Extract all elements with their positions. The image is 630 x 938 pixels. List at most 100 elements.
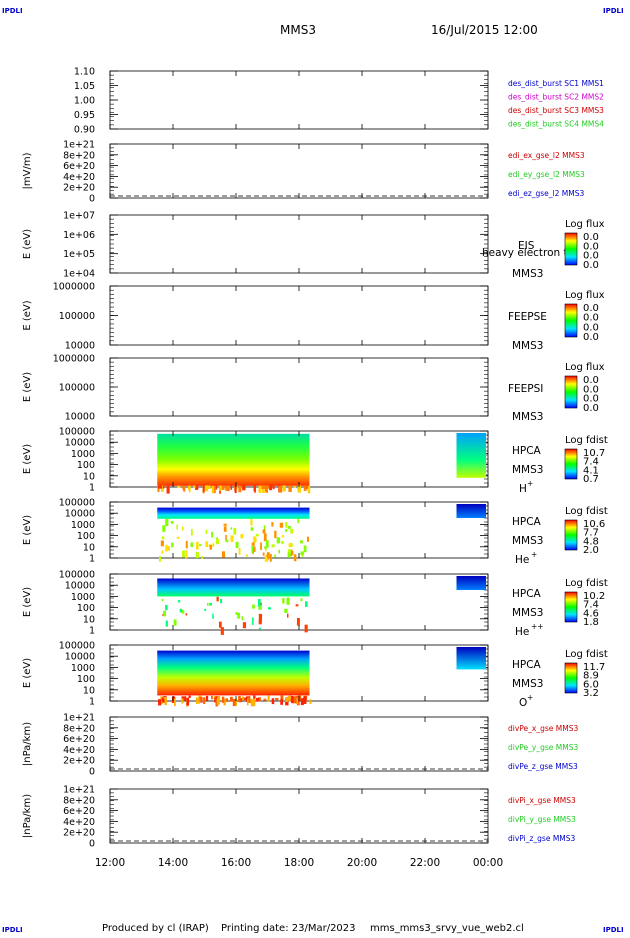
y-tick-label: 10: [83, 685, 95, 696]
spectrogram-speckle: [161, 599, 164, 602]
y-tick-label: 2e+20: [63, 756, 95, 767]
spectrogram-speckle: [218, 621, 222, 628]
y-tick-label: 10000: [65, 341, 95, 352]
x-tick-label: 00:00: [473, 857, 503, 869]
spectrogram-speckle: [286, 597, 290, 605]
spectrogram-speckle: [303, 545, 307, 553]
legend-entry: edi_ez_gse_l2 MMS3: [508, 189, 584, 198]
y-axis-label: |nPa/km): [22, 722, 33, 766]
spectrogram-speckle: [165, 620, 168, 627]
spectrogram-speckle: [204, 608, 207, 611]
spectrogram-speckle: [263, 698, 267, 701]
spectrogram-block: [157, 507, 310, 519]
spectrogram-speckle: [285, 698, 289, 702]
spectrogram-speckle: [167, 546, 171, 551]
spectrogram-speckle: [186, 697, 190, 706]
spectrogram-speckle: [184, 696, 187, 701]
y-tick-label: 1e+21: [63, 785, 95, 796]
y-tick-label: 1e+04: [63, 269, 95, 280]
colorbar-tick-label: 0.0: [583, 384, 599, 395]
y-tick-label: 0: [89, 194, 95, 205]
spectrogram-speckle: [223, 526, 227, 532]
y-tick-label: 10: [83, 614, 95, 625]
panel-frame: [109, 285, 489, 346]
spectrogram-speckle: [258, 598, 261, 607]
spectrogram-speckle: [273, 485, 275, 490]
legend-entry: des_dist_burst SC4 MMS4: [508, 120, 604, 129]
instrument-label: MMS3: [512, 535, 543, 547]
legend-entry: des_dist_burst SC2 MMS2: [508, 93, 604, 102]
overlap-label: heavy electron to: [482, 247, 574, 259]
instrument-label: MMS3: [512, 268, 543, 280]
colorbar-tick-label: 0.0: [583, 394, 599, 405]
y-tick-label: 4e+20: [63, 172, 95, 183]
colorbar-tick-label: 0.7: [583, 474, 599, 485]
x-tick-label: 18:00: [284, 857, 314, 869]
y-tick-label: 1.00: [74, 96, 95, 107]
y-tick-label: 10: [83, 542, 95, 553]
colorbar: [564, 519, 578, 551]
spectrogram-speckle: [170, 520, 174, 524]
spectrogram-right-block: [456, 576, 486, 590]
colorbar-tick-label: 0.0: [583, 375, 599, 386]
panel-frame: [109, 70, 489, 130]
spectrogram-right-block: [456, 647, 486, 670]
species-label: O: [519, 697, 527, 709]
spectrogram-speckle: [223, 698, 226, 706]
y-tick-label: 1e+21: [63, 140, 95, 151]
instrument-label: HPCA: [512, 445, 542, 457]
colorbar-tick-label: 2.0: [583, 545, 599, 556]
spectrogram-speckle: [204, 485, 209, 492]
spectrogram-speckle: [240, 533, 244, 539]
y-axis-label: E (eV): [22, 658, 33, 688]
spectrogram-speckle: [238, 696, 241, 702]
spectrogram-speckle: [304, 624, 308, 633]
spectrogram-speckle: [300, 698, 304, 706]
spectrogram-speckle: [297, 518, 300, 524]
spectrogram-speckle: [291, 550, 294, 555]
colorbar-title: Log fdist: [565, 435, 608, 446]
y-tick-label: 1: [89, 626, 95, 637]
spectrogram-speckle: [225, 485, 229, 491]
colorbar-tick-label: 10.6: [583, 519, 605, 530]
spectrogram-speckle: [303, 696, 307, 704]
species-charge: +: [527, 479, 533, 488]
y-tick-label: 1: [89, 483, 95, 494]
y-tick-label: 8e+20: [63, 795, 95, 806]
colorbar-tick-label: 8.9: [583, 671, 599, 682]
spectrogram-speckle: [185, 550, 188, 559]
spectrogram-speckle: [158, 699, 162, 706]
spectrogram-speckle: [250, 699, 255, 707]
spectrogram-speckle: [201, 556, 204, 559]
y-tick-label: 10000: [65, 412, 95, 423]
y-axis-label: E (eV): [22, 587, 33, 617]
spectrogram-speckle: [216, 538, 220, 545]
spectrogram-speckle: [279, 522, 284, 528]
spectrogram-speckle: [293, 696, 297, 704]
spectrogram-speckle: [293, 485, 296, 488]
spectrogram-speckle: [258, 619, 262, 625]
spectrogram-block: [157, 433, 310, 486]
spectrogram-speckle: [285, 529, 288, 532]
spectrogram-speckle: [161, 697, 164, 702]
spectrogram-speckle: [285, 521, 288, 528]
colorbar-tick-label: 4.6: [583, 608, 599, 619]
spectrogram-speckle: [177, 485, 181, 488]
spectrogram-speckle: [261, 485, 266, 490]
spectrogram-speckle: [209, 602, 212, 606]
colorbar: [564, 662, 578, 694]
spectrogram-speckle: [252, 617, 254, 625]
spectrogram-speckle: [161, 536, 165, 540]
y-tick-label: 10000: [65, 438, 95, 449]
spectrogram-speckle: [297, 485, 301, 491]
y-tick-label: 1000000: [53, 282, 95, 293]
spectrogram-speckle: [199, 544, 202, 547]
spectrogram-speckle: [289, 549, 291, 555]
y-tick-label: 1e+06: [63, 230, 95, 241]
spectrogram-speckle: [157, 485, 160, 492]
spectrogram-speckle: [207, 485, 211, 489]
y-tick-label: 100000: [59, 498, 95, 509]
spectrogram-speckle: [179, 608, 183, 613]
spectrogram-speckle: [181, 526, 184, 531]
